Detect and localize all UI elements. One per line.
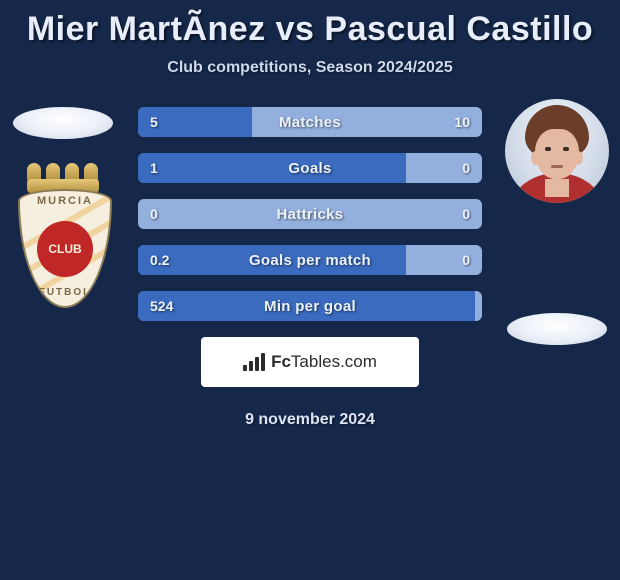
right-nation-flag-placeholder (507, 313, 607, 345)
brand-suffix: Tables.com (291, 352, 377, 371)
badge-center-text: CLUB (37, 221, 93, 277)
left-player-column: MURCIA CLUB FUTBOL (8, 107, 118, 309)
comparison-bars: 510Matches 10Goals 00Hattricks 0.20Goals pe… (138, 107, 482, 321)
date-text: 9 november 2024 (0, 411, 620, 429)
brand-text: FcTables.com (271, 352, 377, 372)
stat-row: 00Hattricks (138, 199, 482, 229)
right-player-column (502, 107, 612, 345)
bar-chart-icon (243, 353, 265, 371)
stat-row: 524Min per goal (138, 291, 482, 321)
content-area: MURCIA CLUB FUTBOL 510Matches 10Goals 00Ha… (0, 107, 620, 429)
badge-top-text: MURCIA (20, 195, 110, 207)
stat-row: 0.20Goals per match (138, 245, 482, 275)
page-title: Mier MartÃ­nez vs Pascual Castillo (0, 0, 620, 49)
left-club-badge: MURCIA CLUB FUTBOL (13, 159, 113, 309)
subtitle: Club competitions, Season 2024/2025 (0, 59, 620, 77)
crown-icon (27, 159, 99, 193)
brand-prefix: Fc (271, 352, 291, 371)
stat-row: 510Matches (138, 107, 482, 137)
brand-box: FcTables.com (201, 337, 419, 387)
stat-row: 10Goals (138, 153, 482, 183)
left-nation-flag-placeholder (13, 107, 113, 139)
badge-bottom-text: FUTBOL (20, 287, 110, 298)
right-player-avatar (505, 99, 609, 203)
